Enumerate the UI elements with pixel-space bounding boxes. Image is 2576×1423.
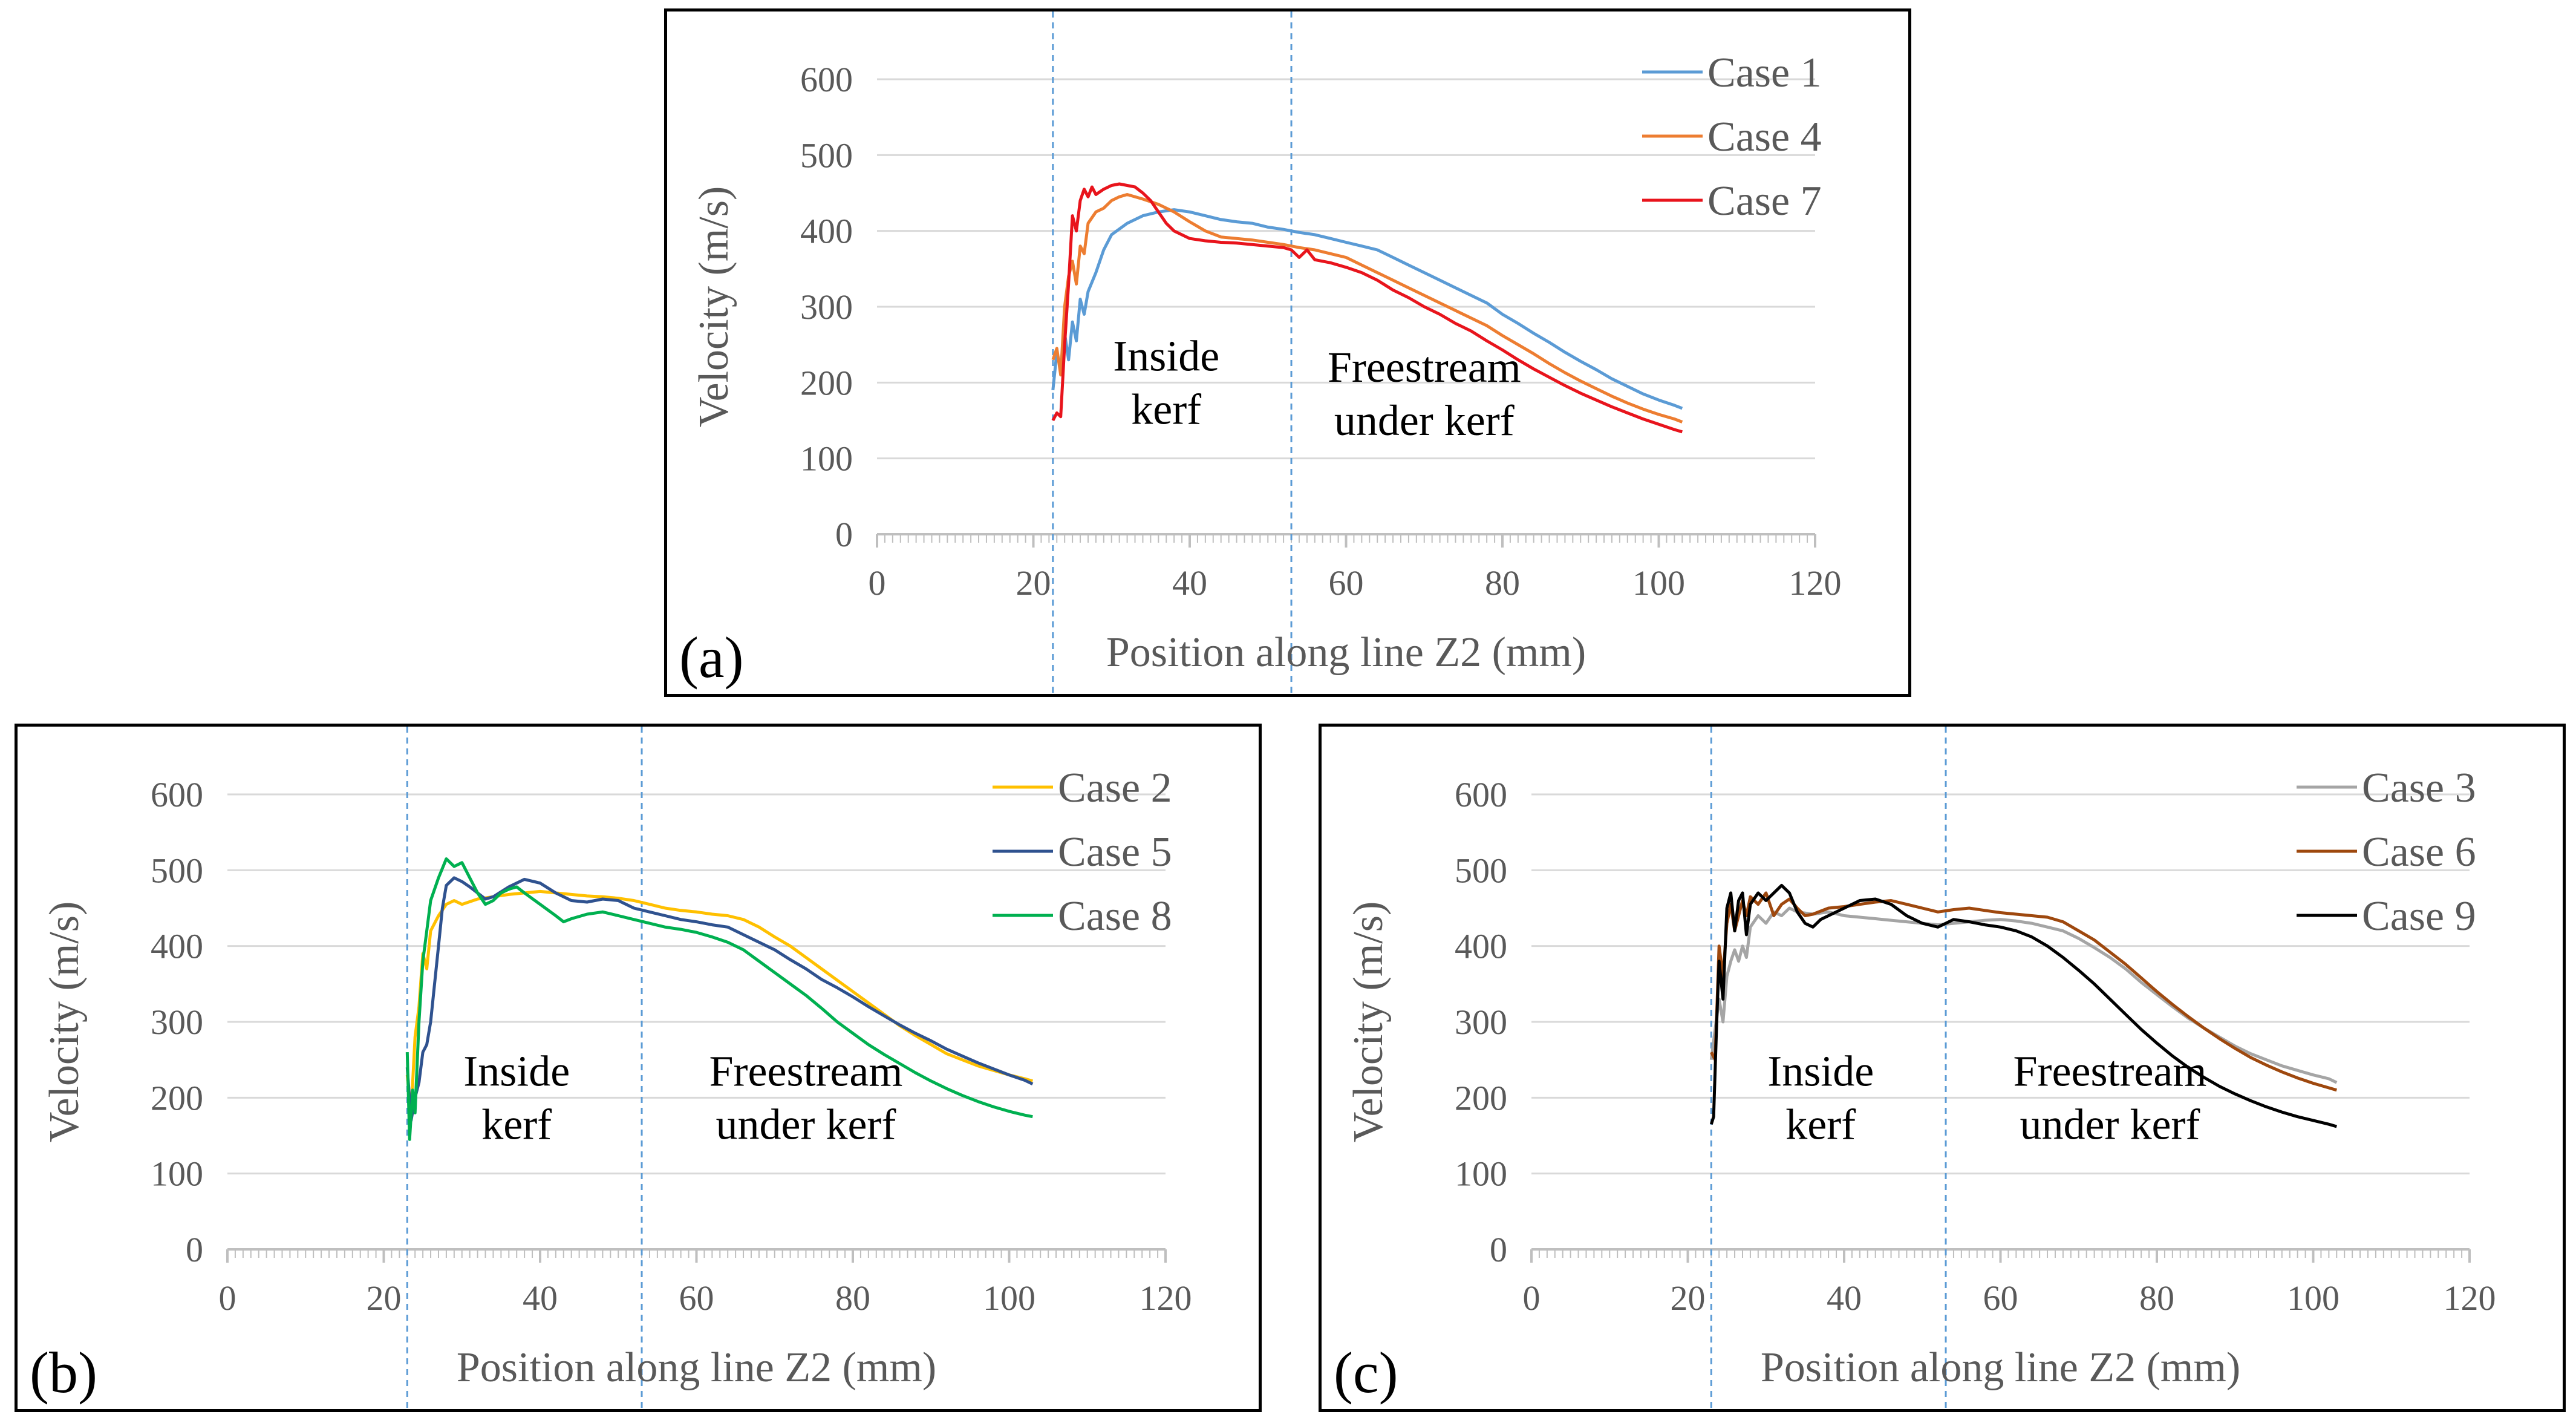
x-tick-label: 120	[2444, 1278, 2496, 1318]
x-tick-label: 80	[835, 1278, 870, 1318]
chart-panel-a: 0 100 200 300 400 500 600 0 20 40 60 80 100 120 Case 1…	[664, 8, 1911, 697]
legend-label: Case 6	[2362, 829, 2476, 875]
y-tick-label: 300	[151, 1003, 203, 1042]
x-tick-label: 20	[1671, 1278, 1706, 1318]
region-annotation: Inside	[1767, 1047, 1874, 1095]
y-tick-label: 600	[800, 60, 853, 99]
series-line-case-1	[1051, 208, 1683, 410]
region-annotation: kerf	[1785, 1100, 1856, 1148]
y-tick-label: 500	[1455, 851, 1507, 890]
x-tick-label: 60	[679, 1278, 714, 1318]
y-tick-label: 200	[151, 1078, 203, 1117]
region-annotation: Freestream	[2014, 1047, 2207, 1095]
series-line-case-8	[405, 857, 1033, 1141]
x-tick-label: 120	[1140, 1278, 1192, 1318]
series-line-case-5	[405, 876, 1034, 1122]
y-tick-label: 400	[800, 212, 853, 251]
x-tick-label: 100	[2287, 1278, 2340, 1318]
panel-label: (c)	[1334, 1340, 1398, 1405]
legend-label: Case 2	[1058, 765, 1172, 811]
y-axis-title: Velocity (m/s)	[691, 186, 737, 428]
region-annotation: under kerf	[2020, 1100, 2200, 1148]
y-tick-label: 0	[186, 1230, 203, 1269]
x-tick-label: 100	[1632, 563, 1685, 603]
y-tick-label: 200	[1455, 1078, 1507, 1117]
y-tick-label: 200	[800, 363, 853, 402]
legend-label: Case 1	[1707, 50, 1822, 96]
x-tick-label: 20	[1016, 563, 1051, 603]
region-annotation: under kerf	[716, 1100, 896, 1148]
x-tick-label: 0	[219, 1278, 236, 1318]
region-annotation: Freestream	[709, 1047, 903, 1095]
series-line-case-9	[1709, 883, 2338, 1128]
y-tick-label: 500	[151, 851, 203, 890]
y-tick-label: 300	[800, 287, 853, 327]
region-annotation: kerf	[481, 1100, 552, 1148]
x-axis-title: Position along line Z2 (mm)	[1106, 629, 1586, 676]
x-tick-label: 40	[1827, 1278, 1862, 1318]
x-axis-title: Position along line Z2 (mm)	[457, 1344, 936, 1391]
series-line-case-7	[1051, 182, 1683, 434]
x-tick-label: 80	[2139, 1278, 2174, 1318]
y-tick-label: 300	[1455, 1003, 1507, 1042]
region-annotation: Inside	[463, 1047, 570, 1095]
x-tick-label: 0	[869, 563, 886, 603]
legend-label: Case 9	[2362, 893, 2476, 940]
x-axis-title: Position along line Z2 (mm)	[1761, 1344, 2240, 1391]
x-tick-label: 80	[1485, 563, 1520, 603]
y-tick-label: 500	[800, 136, 853, 175]
chart-panel-b: 0 100 200 300 400 500 600 0 20 40 60 80 100 120 Case 2…	[15, 724, 1262, 1412]
region-annotation: Inside	[1113, 332, 1219, 380]
series-line-case-2	[405, 889, 1034, 1114]
x-tick-label: 100	[983, 1278, 1035, 1318]
region-annotation: Freestream	[1328, 343, 1521, 391]
y-tick-label: 0	[835, 515, 853, 554]
x-tick-label: 0	[1523, 1278, 1541, 1318]
x-tick-label: 120	[1789, 563, 1842, 603]
y-tick-label: 400	[1455, 927, 1507, 966]
y-tick-label: 100	[1455, 1154, 1507, 1194]
legend-label: Case 5	[1058, 829, 1172, 875]
x-tick-label: 40	[1172, 563, 1207, 603]
region-annotation: under kerf	[1334, 396, 1515, 445]
x-tick-label: 60	[1329, 563, 1364, 603]
series-line-case-4	[1051, 193, 1683, 424]
region-annotation: kerf	[1131, 385, 1201, 433]
legend-label: Case 8	[1058, 893, 1172, 940]
x-tick-label: 40	[523, 1278, 558, 1318]
chart-c: 0 100 200 300 400 500 600 0 20 40 60 80 100 120 Case 3…	[1334, 727, 2496, 1409]
y-tick-label: 100	[800, 439, 853, 479]
chart-b: 0 100 200 300 400 500 600 0 20 40 60 80 100 120 Case 2…	[30, 727, 1192, 1409]
legend-label: Case 7	[1707, 178, 1822, 224]
y-axis-title: Velocity (m/s)	[41, 901, 88, 1143]
y-axis-title: Velocity (m/s)	[1345, 901, 1392, 1143]
panel-label: (b)	[30, 1340, 97, 1405]
chart-a: 0 100 200 300 400 500 600 0 20 40 60 80 100 120 Case 1…	[679, 11, 1842, 694]
y-tick-label: 600	[1455, 775, 1507, 814]
y-tick-label: 400	[151, 927, 203, 966]
chart-panel-c: 0 100 200 300 400 500 600 0 20 40 60 80 100 120 Case 3…	[1319, 724, 2566, 1412]
legend-label: Case 3	[2362, 765, 2476, 811]
x-tick-label: 20	[367, 1278, 402, 1318]
panel-label: (a)	[679, 625, 744, 690]
x-tick-label: 60	[1983, 1278, 2018, 1318]
legend-label: Case 4	[1707, 114, 1822, 160]
y-tick-label: 100	[151, 1154, 203, 1194]
y-tick-label: 0	[1490, 1230, 1507, 1269]
y-tick-label: 600	[151, 775, 203, 814]
